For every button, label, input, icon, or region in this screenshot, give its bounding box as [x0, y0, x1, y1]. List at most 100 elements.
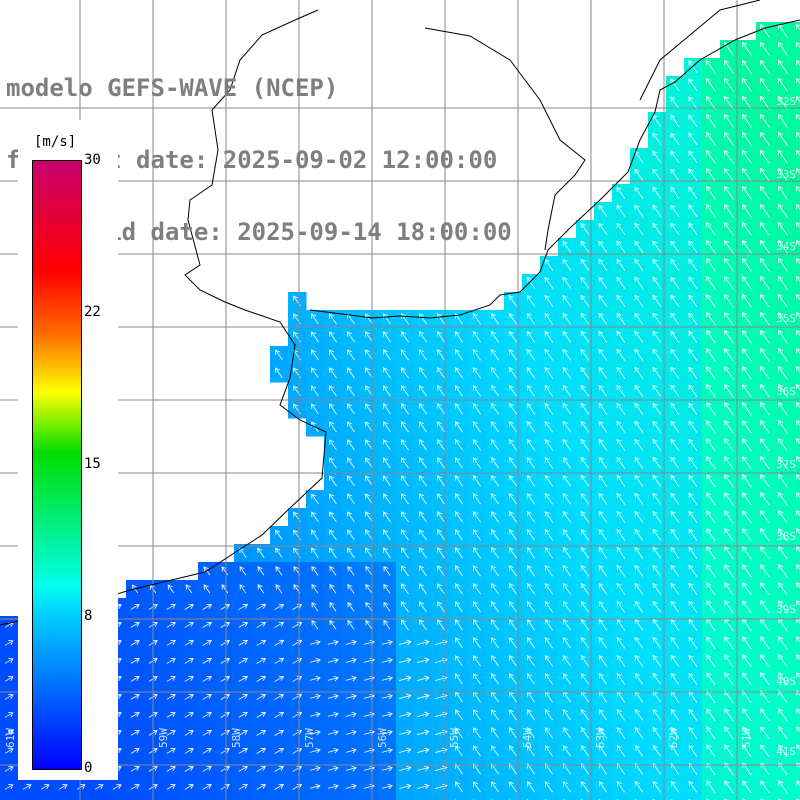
- wind-cell: [792, 40, 800, 59]
- wind-arrow: [778, 420, 788, 434]
- wind-arrow: [327, 695, 339, 699]
- wind-arrow: [292, 712, 302, 718]
- wind-arrow: [545, 655, 553, 667]
- wind-arrow-head: [365, 367, 370, 373]
- wind-arrow: [652, 457, 662, 469]
- wind-arrow-head: [508, 709, 514, 715]
- wind-arrow: [455, 493, 463, 505]
- wind-arrow-head: [724, 77, 729, 84]
- wind-arrow-head: [491, 745, 496, 751]
- wind-arrow: [634, 691, 644, 703]
- wind-arrow: [455, 403, 463, 415]
- wind-arrow-head: [188, 639, 194, 645]
- wind-arrow-head: [652, 708, 658, 715]
- wind-arrow: [778, 186, 788, 200]
- wind-arrow-head: [580, 330, 586, 337]
- wind-arrow: [562, 529, 572, 541]
- wind-arrow: [724, 258, 734, 272]
- wind-arrow: [760, 618, 770, 632]
- wind-arrow: [472, 421, 482, 433]
- wind-arrow: [724, 492, 734, 506]
- wind-arrow-head: [454, 439, 460, 445]
- wind-cell: [792, 58, 800, 77]
- wind-arrow: [455, 691, 463, 703]
- wind-arrow-head: [455, 727, 460, 733]
- wind-arrow-head: [351, 657, 357, 664]
- wind-arrow-head: [652, 240, 658, 246]
- wind-arrow: [724, 78, 734, 92]
- wind-arrow-head: [436, 511, 442, 517]
- wind-arrow: [327, 749, 339, 753]
- wind-arrow-head: [454, 475, 460, 481]
- wind-arrow: [473, 709, 481, 721]
- wind-arrow: [365, 602, 373, 612]
- wind-arrow: [311, 511, 319, 523]
- wind-arrow: [509, 619, 517, 631]
- wind-arrow: [634, 331, 644, 343]
- wind-arrow: [562, 439, 572, 451]
- wind-arrow: [311, 313, 319, 325]
- wind-cell: [792, 778, 800, 797]
- wind-arrow-head: [760, 294, 766, 300]
- wind-arrow-head: [598, 258, 604, 265]
- wind-arrow-head: [706, 402, 712, 408]
- wind-arrow-head: [406, 639, 412, 646]
- wind-arrow-head: [490, 421, 496, 427]
- wind-cell: [792, 112, 800, 131]
- wind-arrow: [292, 766, 302, 772]
- wind-arrow-head: [760, 780, 766, 786]
- wind-arrow: [724, 780, 734, 794]
- wind-arrow-head: [796, 365, 800, 372]
- wind-arrow: [760, 510, 770, 524]
- wind-arrow-head: [634, 240, 640, 247]
- wind-arrow-head: [526, 727, 532, 733]
- wind-arrow-head: [616, 420, 622, 427]
- wind-arrow-head: [387, 783, 393, 790]
- wind-arrow: [688, 475, 698, 487]
- wind-arrow-head: [598, 366, 604, 373]
- wind-arrow: [221, 566, 229, 576]
- wind-arrow-head: [580, 276, 586, 283]
- wind-arrow: [562, 601, 572, 613]
- wind-arrow-head: [152, 694, 158, 699]
- wind-arrow: [491, 511, 499, 523]
- wind-arrow: [562, 421, 572, 433]
- wind-arrow: [509, 601, 517, 613]
- wind-arrow: [166, 730, 176, 736]
- wind-arrow-head: [778, 510, 784, 516]
- wind-arrow: [274, 676, 284, 682]
- wind-arrow: [652, 421, 662, 433]
- wind-arrow: [778, 24, 788, 38]
- wind-arrow-head: [778, 600, 784, 606]
- lat-label: 40S: [776, 675, 796, 688]
- wind-arrow-head: [706, 762, 712, 768]
- wind-arrow: [581, 763, 589, 775]
- wind-arrow: [742, 222, 752, 236]
- wind-arrow-head: [634, 276, 640, 283]
- wind-arrow-head: [387, 729, 393, 736]
- wind-arrow-head: [796, 510, 800, 516]
- wind-arrow-head: [454, 457, 460, 463]
- wind-arrow-head: [670, 438, 676, 445]
- lon-label: 52W: [667, 728, 680, 748]
- wind-arrow: [526, 439, 536, 451]
- wind-arrow: [796, 78, 800, 85]
- wind-arrow: [383, 367, 391, 379]
- wind-arrow-head: [742, 167, 747, 174]
- wind-arrow-head: [652, 258, 658, 264]
- wind-arrow-head: [778, 636, 784, 642]
- wind-arrow-head: [778, 59, 783, 66]
- wind-arrow: [616, 565, 626, 577]
- wind-arrow-head: [455, 601, 460, 607]
- wind-arrow-head: [670, 636, 676, 643]
- wind-cell: [234, 796, 253, 800]
- wind-arrow-head: [526, 511, 532, 517]
- wind-arrow-head: [365, 511, 371, 517]
- wind-arrow: [706, 258, 716, 272]
- wind-arrow: [652, 385, 662, 397]
- wind-arrow-head: [742, 95, 747, 102]
- wind-arrow-head: [616, 636, 622, 643]
- wind-arrow-head: [562, 438, 568, 445]
- wind-arrow: [688, 583, 698, 595]
- wind-arrow-head: [760, 257, 766, 264]
